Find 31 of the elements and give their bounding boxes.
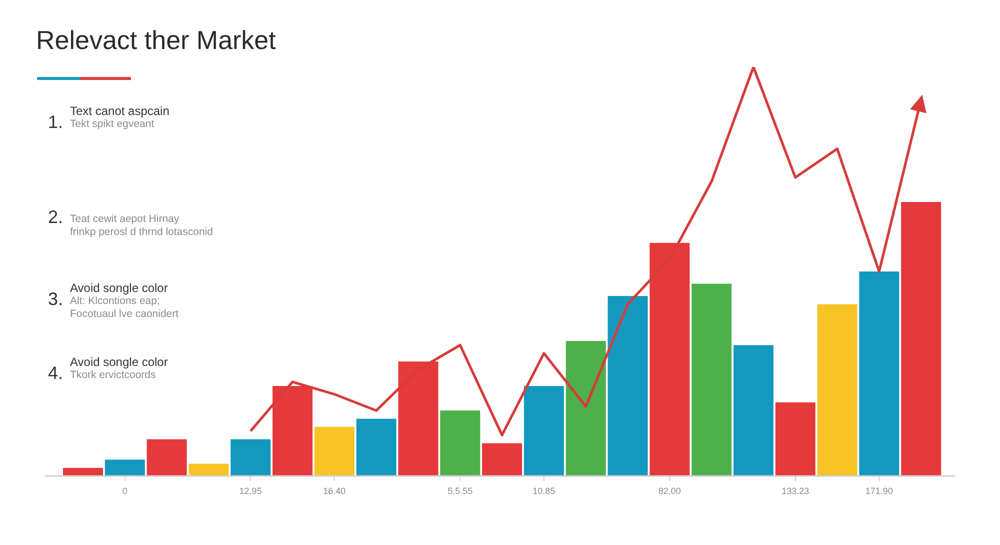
bar [817, 304, 858, 476]
x-tick-label: 10.85 [532, 486, 556, 496]
x-tick-label: 12.95 [239, 486, 262, 496]
bar [104, 460, 145, 476]
bar [188, 464, 229, 476]
bar [901, 202, 942, 476]
x-tick-label: 16.40 [323, 486, 346, 496]
bar [356, 418, 396, 476]
bar [692, 284, 732, 476]
chart-title: Relevact ther Market [36, 24, 276, 56]
bar [650, 242, 690, 476]
x-tick-label: 133.23 [782, 486, 810, 496]
bar [230, 439, 271, 476]
bar [524, 386, 564, 476]
x-tick-label: 171.90 [865, 486, 893, 496]
bar [482, 443, 522, 476]
annotation: 2. Teat cewit aepot Hirnay frinkp perosl d thrnd lotasconid [48, 206, 213, 239]
bar [733, 345, 774, 476]
bar [146, 439, 187, 476]
x-tick-label: 82.00 [658, 486, 681, 496]
bar [63, 468, 103, 476]
bar [859, 272, 900, 476]
bar [314, 426, 354, 476]
x-tick-label: 0 [122, 486, 128, 496]
x-tick-label: 5.5.55 [448, 486, 473, 496]
bar [608, 296, 648, 476]
bar [272, 386, 313, 476]
bar [775, 402, 816, 476]
bar [566, 341, 606, 476]
bar [398, 361, 438, 476]
bar [440, 410, 480, 476]
